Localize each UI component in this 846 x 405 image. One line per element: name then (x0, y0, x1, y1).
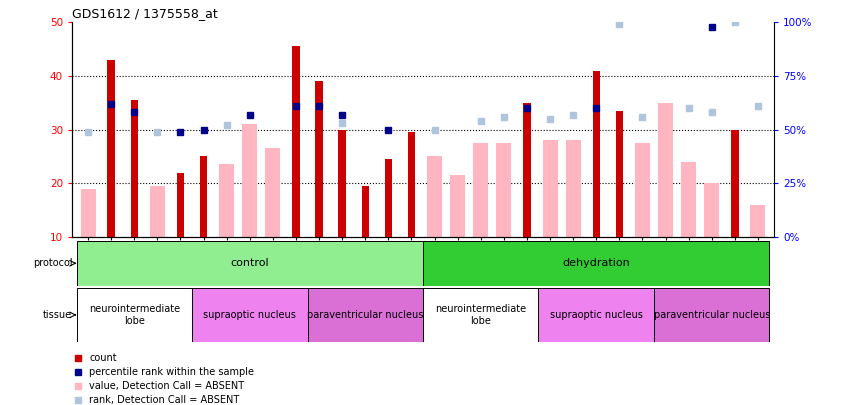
Bar (200, 156, 207, 237)
Bar (566, 140, 580, 237)
Text: GDS1612 / 1375558_at: GDS1612 / 1375558_at (72, 7, 217, 20)
Bar (242, 124, 257, 237)
Bar (177, 173, 184, 237)
Bar (266, 148, 280, 237)
Bar (292, 47, 299, 237)
Bar (473, 143, 488, 237)
Bar (654, 288, 770, 342)
Bar (76, 241, 423, 286)
Bar (338, 130, 346, 237)
Bar (592, 70, 600, 237)
Bar (307, 288, 423, 342)
Bar (150, 186, 165, 237)
Bar (361, 186, 369, 237)
Bar (316, 81, 323, 237)
Bar (658, 103, 673, 237)
Bar (635, 143, 650, 237)
Bar (192, 288, 307, 342)
Bar (542, 140, 558, 237)
Text: paraventricular nucleus: paraventricular nucleus (307, 310, 424, 320)
Text: protocol: protocol (33, 258, 73, 268)
Bar (219, 164, 234, 237)
Text: control: control (230, 258, 269, 268)
Bar (76, 288, 192, 342)
Bar (423, 288, 539, 342)
Bar (80, 189, 96, 237)
Bar (408, 132, 415, 237)
Bar (523, 103, 530, 237)
Text: supraoptic nucleus: supraoptic nucleus (203, 310, 296, 320)
Text: rank, Detection Call = ABSENT: rank, Detection Call = ABSENT (90, 395, 239, 405)
Text: value, Detection Call = ABSENT: value, Detection Call = ABSENT (90, 381, 244, 390)
Bar (385, 159, 392, 237)
Text: neurointermediate
lobe: neurointermediate lobe (89, 304, 180, 326)
Text: paraventricular nucleus: paraventricular nucleus (654, 310, 770, 320)
Bar (130, 100, 138, 237)
Bar (616, 111, 623, 237)
Text: percentile rank within the sample: percentile rank within the sample (90, 367, 255, 377)
Text: supraoptic nucleus: supraoptic nucleus (550, 310, 643, 320)
Bar (750, 205, 766, 237)
Bar (107, 60, 115, 237)
Text: count: count (90, 353, 117, 363)
Bar (497, 143, 511, 237)
Bar (731, 130, 739, 237)
Bar (539, 288, 654, 342)
Text: neurointermediate
lobe: neurointermediate lobe (435, 304, 526, 326)
Bar (450, 175, 465, 237)
Text: dehydration: dehydration (563, 258, 630, 268)
Text: tissue: tissue (43, 310, 73, 320)
Bar (423, 241, 770, 286)
Bar (427, 156, 442, 237)
Bar (704, 183, 719, 237)
Bar (681, 162, 696, 237)
